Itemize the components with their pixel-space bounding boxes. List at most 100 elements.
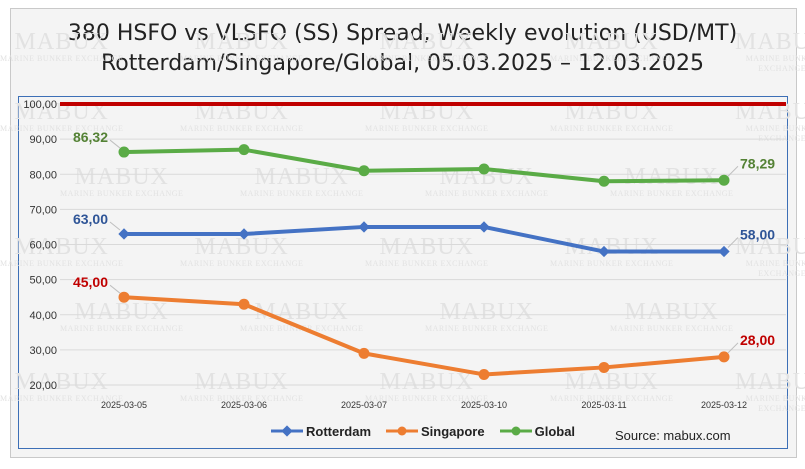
watermark-tagline: MARINE BUNKER EXCHANGE [180, 259, 304, 268]
watermark-name: MABUX [254, 164, 349, 190]
x-tick-label: 2025-03-12 [701, 400, 747, 410]
y-tick-label: 40,00 [29, 310, 57, 322]
y-tick-label: 30,00 [29, 345, 57, 357]
watermark-tagline: MARINE BUNKER EXCHANGE [425, 189, 549, 198]
legend-item-singapore: Singapore [385, 424, 485, 439]
watermark-name: MABUX [194, 234, 289, 260]
watermark-tagline: MARINE BUNKER EXCHANGE [0, 124, 124, 133]
data-point-singapore [598, 361, 610, 373]
data-point-rotterdam [478, 221, 490, 233]
leader-line [109, 221, 121, 231]
watermark-name: MABUX [74, 299, 169, 325]
watermark-tagline: MARINE BUNKER EXCHANGE [365, 54, 489, 63]
watermark-name: MABUX [254, 299, 349, 325]
watermark-tagline: MARINE BUNKER EXCHANGE [365, 259, 489, 268]
legend-marker-singapore [386, 426, 419, 436]
watermark-name: MABUX [735, 29, 805, 55]
leader-line [727, 237, 739, 248]
y-tick-label: 90,00 [29, 134, 57, 146]
data-point-rotterdam [358, 221, 370, 233]
data-label-first-rotterdam: 63,00 [73, 211, 108, 227]
x-tick-label: 2025-03-06 [221, 400, 267, 410]
watermark-name: MABUX [379, 29, 474, 55]
legend: Rotterdam Singapore Global [270, 421, 575, 441]
data-point-rotterdam [598, 245, 610, 258]
legend-item-global: Global [499, 424, 575, 439]
legend-label-singapore: Singapore [421, 423, 485, 439]
watermark-tagline: MARINE BUNKER EXCHANGE [0, 54, 124, 63]
watermark-name: MABUX [624, 299, 719, 325]
watermark-tagline: MARINE BUNKER EXCHANGE [60, 189, 184, 198]
watermark-tagline: MARINE BUNKER EXCHANGE [550, 54, 674, 63]
chart-subtitle: Rotterdam/Singapore/Global, 05.03.2025 –… [101, 51, 704, 76]
chart-title: 380 HSFO vs VLSFO (SS) Spread, Weekly ev… [67, 21, 738, 46]
leader-line [109, 284, 121, 294]
watermark-name: MABUX [439, 299, 534, 325]
watermark-name: MABUX [735, 369, 805, 395]
watermark-tagline: MARINE BUNKER EXCHANGE [610, 189, 734, 198]
data-point-singapore [118, 291, 130, 303]
watermark-tagline: MARINE BUNKER EXCHANGE [180, 394, 304, 403]
watermark-name: MABUX [624, 164, 719, 190]
data-point-global [718, 174, 730, 186]
data-point-singapore [718, 351, 730, 363]
data-point-rotterdam [238, 228, 250, 240]
watermark-tagline: MARINE BUNKER EXCHANGE [365, 124, 489, 133]
watermark-tagline: MARINE BUNKER EXCHANGE [0, 259, 124, 268]
data-point-rotterdam [718, 245, 730, 258]
watermark-tagline: MARINE BUNKER EXCHANGE [550, 124, 674, 133]
y-tick-label: 50,00 [29, 275, 57, 287]
watermark-name: MABUX [194, 29, 289, 55]
y-tick-label: 100,00 [23, 99, 57, 111]
data-point-singapore [238, 298, 250, 310]
x-tick-label: 2025-03-11 [581, 400, 626, 410]
legend-marker-global [499, 426, 532, 436]
watermark-name: MABUX [14, 234, 109, 260]
x-tick-label: 2025-03-10 [461, 400, 507, 410]
watermark-name: MABUX [14, 29, 109, 55]
leader-line [109, 139, 121, 149]
watermark-name: MABUX [74, 164, 169, 190]
watermark-name: MABUX [564, 29, 659, 55]
data-point-global [238, 144, 250, 156]
watermark-tagline: MARINE BUNKER EXCHANGE [745, 54, 805, 73]
plot-area-border [18, 96, 788, 449]
data-label-last-global: 78,29 [740, 155, 775, 171]
legend-marker-rotterdam [271, 425, 303, 437]
watermark-name: MABUX [14, 369, 109, 395]
watermark-tagline: MARINE BUNKER EXCHANGE [180, 124, 304, 133]
watermark-tagline: MARINE BUNKER EXCHANGE [745, 124, 805, 143]
series-line-singapore [123, 295, 725, 377]
legend-label-rotterdam: Rotterdam [306, 423, 372, 439]
leader-line [727, 342, 739, 354]
watermark-name: MABUX [379, 369, 474, 395]
watermark-tagline: MARINE BUNKER EXCHANGE [240, 189, 364, 198]
y-tick-label: 70,00 [29, 204, 57, 216]
data-label-last-singapore: 28,00 [740, 332, 775, 348]
series-line-rotterdam [124, 224, 724, 254]
data-point-global [358, 165, 370, 177]
data-point-global [478, 163, 490, 175]
watermark-tagline: MARINE BUNKER EXCHANGE [365, 394, 489, 403]
watermark-tagline: MARINE BUNKER EXCHANGE [60, 324, 184, 333]
source-note: Source: mabux.com [615, 428, 731, 443]
data-point-rotterdam [118, 228, 130, 240]
watermark-name: MABUX [564, 369, 659, 395]
watermark-tagline: MARINE BUNKER EXCHANGE [0, 394, 124, 403]
legend-label-global: Global [534, 423, 576, 439]
